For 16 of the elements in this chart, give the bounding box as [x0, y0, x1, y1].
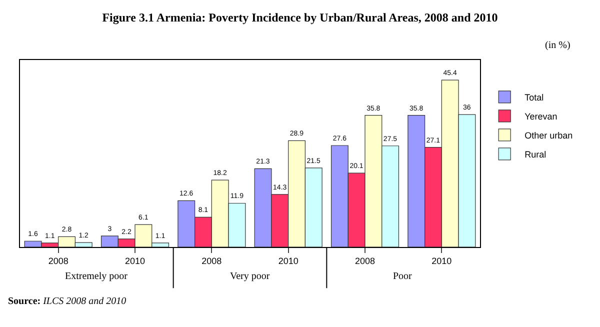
legend-label: Rural [524, 149, 546, 160]
legend-label: Total [524, 92, 544, 102]
x-tick-label: 2010 [278, 256, 298, 266]
text: (in %) [545, 40, 570, 51]
chart-title: Figure 3.1 Armenia: Poverty Incidence by Urban/Rural Areas, 2008 and 2010 [102, 10, 498, 24]
x-tick-label: 2010 [124, 256, 146, 266]
x-tick-label: 2008 [48, 256, 68, 266]
x-tick-label: 2010 [432, 256, 452, 266]
text: Very poor [230, 271, 270, 282]
text: Poor [393, 271, 413, 282]
source-note: Source: ILCS 2008 and 2010 [8, 296, 126, 307]
x-tick-label: 2008 [354, 256, 376, 266]
text: Extremely poor [65, 271, 128, 282]
legend-label: Other urban [524, 130, 573, 140]
legend-label: Yerevan [524, 111, 558, 122]
x-tick-label: 2008 [202, 256, 222, 266]
